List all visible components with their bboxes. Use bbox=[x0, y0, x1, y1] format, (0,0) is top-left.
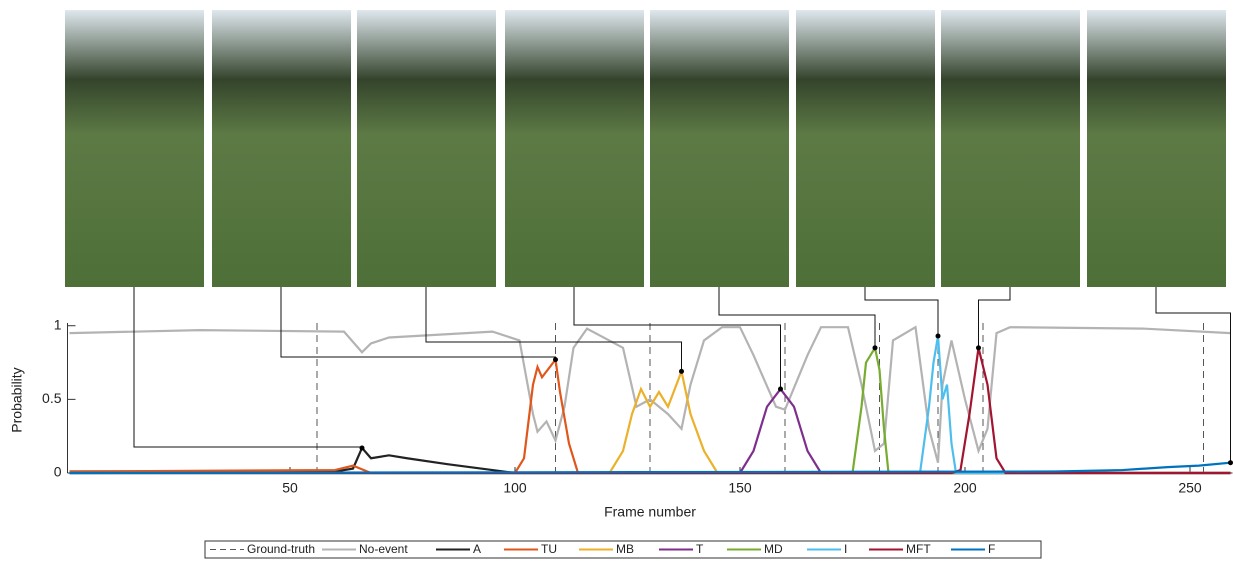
legend: Ground-truth No-event A TU MB T MD I MFT F bbox=[205, 541, 1041, 558]
legend-label: T bbox=[696, 542, 704, 556]
chart: Probability Frame number 00.515010015020… bbox=[0, 0, 1233, 560]
x-axis-label: Frame number bbox=[604, 504, 696, 520]
legend-label: Ground-truth bbox=[247, 542, 315, 556]
peak-dot bbox=[1228, 460, 1233, 465]
connector bbox=[1156, 287, 1231, 463]
peak-dot bbox=[873, 345, 878, 350]
connector bbox=[865, 287, 938, 336]
legend-label: TU bbox=[541, 542, 557, 556]
peak-dot bbox=[679, 369, 684, 374]
y-tick-label: 0.5 bbox=[42, 390, 62, 406]
legend-label: No-event bbox=[359, 542, 408, 556]
photo bbox=[796, 10, 935, 287]
photo bbox=[65, 10, 204, 287]
y-tick-label: 0 bbox=[54, 464, 62, 480]
y-axis-label: Probability bbox=[9, 367, 25, 432]
y-tick-label: 1 bbox=[54, 316, 62, 332]
photo bbox=[1087, 10, 1226, 287]
photo bbox=[650, 10, 789, 287]
connector bbox=[134, 287, 362, 448]
photo bbox=[357, 10, 496, 287]
legend-label: MD bbox=[764, 542, 783, 556]
connector bbox=[281, 287, 556, 360]
photo bbox=[212, 10, 351, 287]
peak-dot bbox=[360, 445, 365, 450]
photo bbox=[941, 10, 1080, 287]
peak-dot bbox=[778, 387, 783, 392]
x-tick-label: 150 bbox=[728, 480, 752, 496]
legend-label: F bbox=[988, 542, 995, 556]
legend-label: I bbox=[844, 542, 847, 556]
peak-dot bbox=[976, 345, 981, 350]
photo-strip bbox=[65, 10, 1226, 287]
photo bbox=[505, 10, 644, 287]
x-tick-label: 200 bbox=[953, 480, 977, 496]
x-tick-label: 100 bbox=[503, 480, 527, 496]
x-tick-label: 50 bbox=[282, 480, 298, 496]
peak-dot bbox=[936, 334, 941, 339]
legend-label: MFT bbox=[906, 542, 931, 556]
legend-label: A bbox=[473, 542, 481, 556]
legend-label: MB bbox=[616, 542, 634, 556]
x-tick-label: 250 bbox=[1178, 480, 1202, 496]
peak-dot bbox=[553, 357, 558, 362]
